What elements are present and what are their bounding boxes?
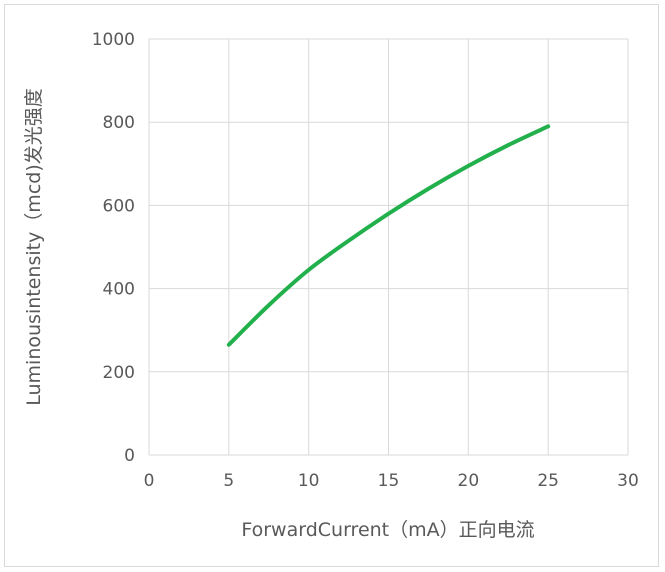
x-tick-label: 20 xyxy=(458,471,480,491)
series-group xyxy=(226,124,551,347)
y-tick-label: 600 xyxy=(103,196,135,216)
y-tick-label: 200 xyxy=(103,363,135,383)
x-tick-labels: 0 5 10 15 20 25 30 xyxy=(144,471,639,491)
y-tick-label: 400 xyxy=(103,280,135,300)
series-line xyxy=(226,124,551,347)
y-tick-label: 800 xyxy=(103,113,135,133)
x-axis-title: ForwardCurrent（mA）正向电流 xyxy=(241,519,534,541)
y-tick-label: 0 xyxy=(124,446,135,466)
y-tick-labels: 0 200 400 600 800 1000 xyxy=(92,30,135,466)
x-tick-label: 25 xyxy=(537,471,559,491)
y-axis-title: Luminousintensity（mcd)发光强度 xyxy=(23,88,45,406)
x-tick-label: 5 xyxy=(223,471,234,491)
chart-frame xyxy=(4,4,659,567)
y-tick-label: 1000 xyxy=(92,30,135,50)
x-tick-label: 10 xyxy=(298,471,320,491)
gridlines xyxy=(148,38,629,456)
x-tick-label: 15 xyxy=(378,471,400,491)
x-tick-label: 30 xyxy=(617,471,639,491)
x-tick-label: 0 xyxy=(144,471,155,491)
